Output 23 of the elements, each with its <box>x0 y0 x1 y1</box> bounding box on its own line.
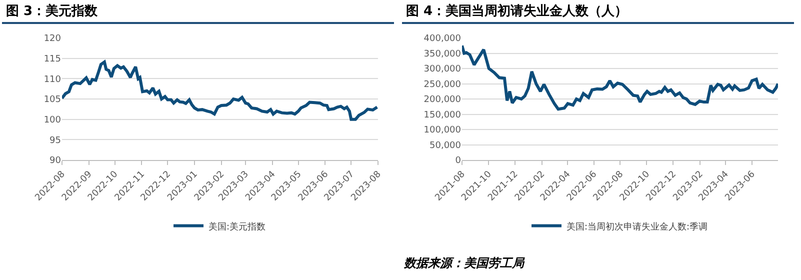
y-tick-label: 0 <box>455 156 462 166</box>
y-tick-label: 50,000 <box>430 140 462 151</box>
y-tick-label: 90 <box>50 156 62 166</box>
y-tick-label: 400,000 <box>424 34 462 44</box>
y-tick-label: 200,000 <box>424 95 462 106</box>
line-series <box>462 44 778 111</box>
chart-title: 图 3：美元指数 <box>2 0 394 24</box>
y-tick-label: 115 <box>44 54 61 64</box>
y-tick-label: 250,000 <box>424 80 462 90</box>
line-series <box>62 60 378 121</box>
y-tick-label: 100,000 <box>424 126 462 136</box>
legend-label: 美国:美元指数 <box>208 221 266 232</box>
y-tick-label: 120 <box>44 34 62 44</box>
chart-title: 图 4：美国当周初请失业金人数（人） <box>402 0 794 24</box>
y-tick-label: 105 <box>44 95 61 106</box>
source-note: 数据来源：美国劳工局 <box>404 256 524 270</box>
y-tick-label: 150,000 <box>424 110 462 120</box>
y-tick-label: 110 <box>44 74 62 85</box>
legend-label: 美国:当周初次申请失业金人数:季调 <box>566 221 708 232</box>
y-tick-label: 300,000 <box>424 64 462 75</box>
y-tick-label: 350,000 <box>424 49 462 60</box>
y-tick-label: 100 <box>44 115 62 126</box>
y-tick-label: 95 <box>50 136 61 146</box>
